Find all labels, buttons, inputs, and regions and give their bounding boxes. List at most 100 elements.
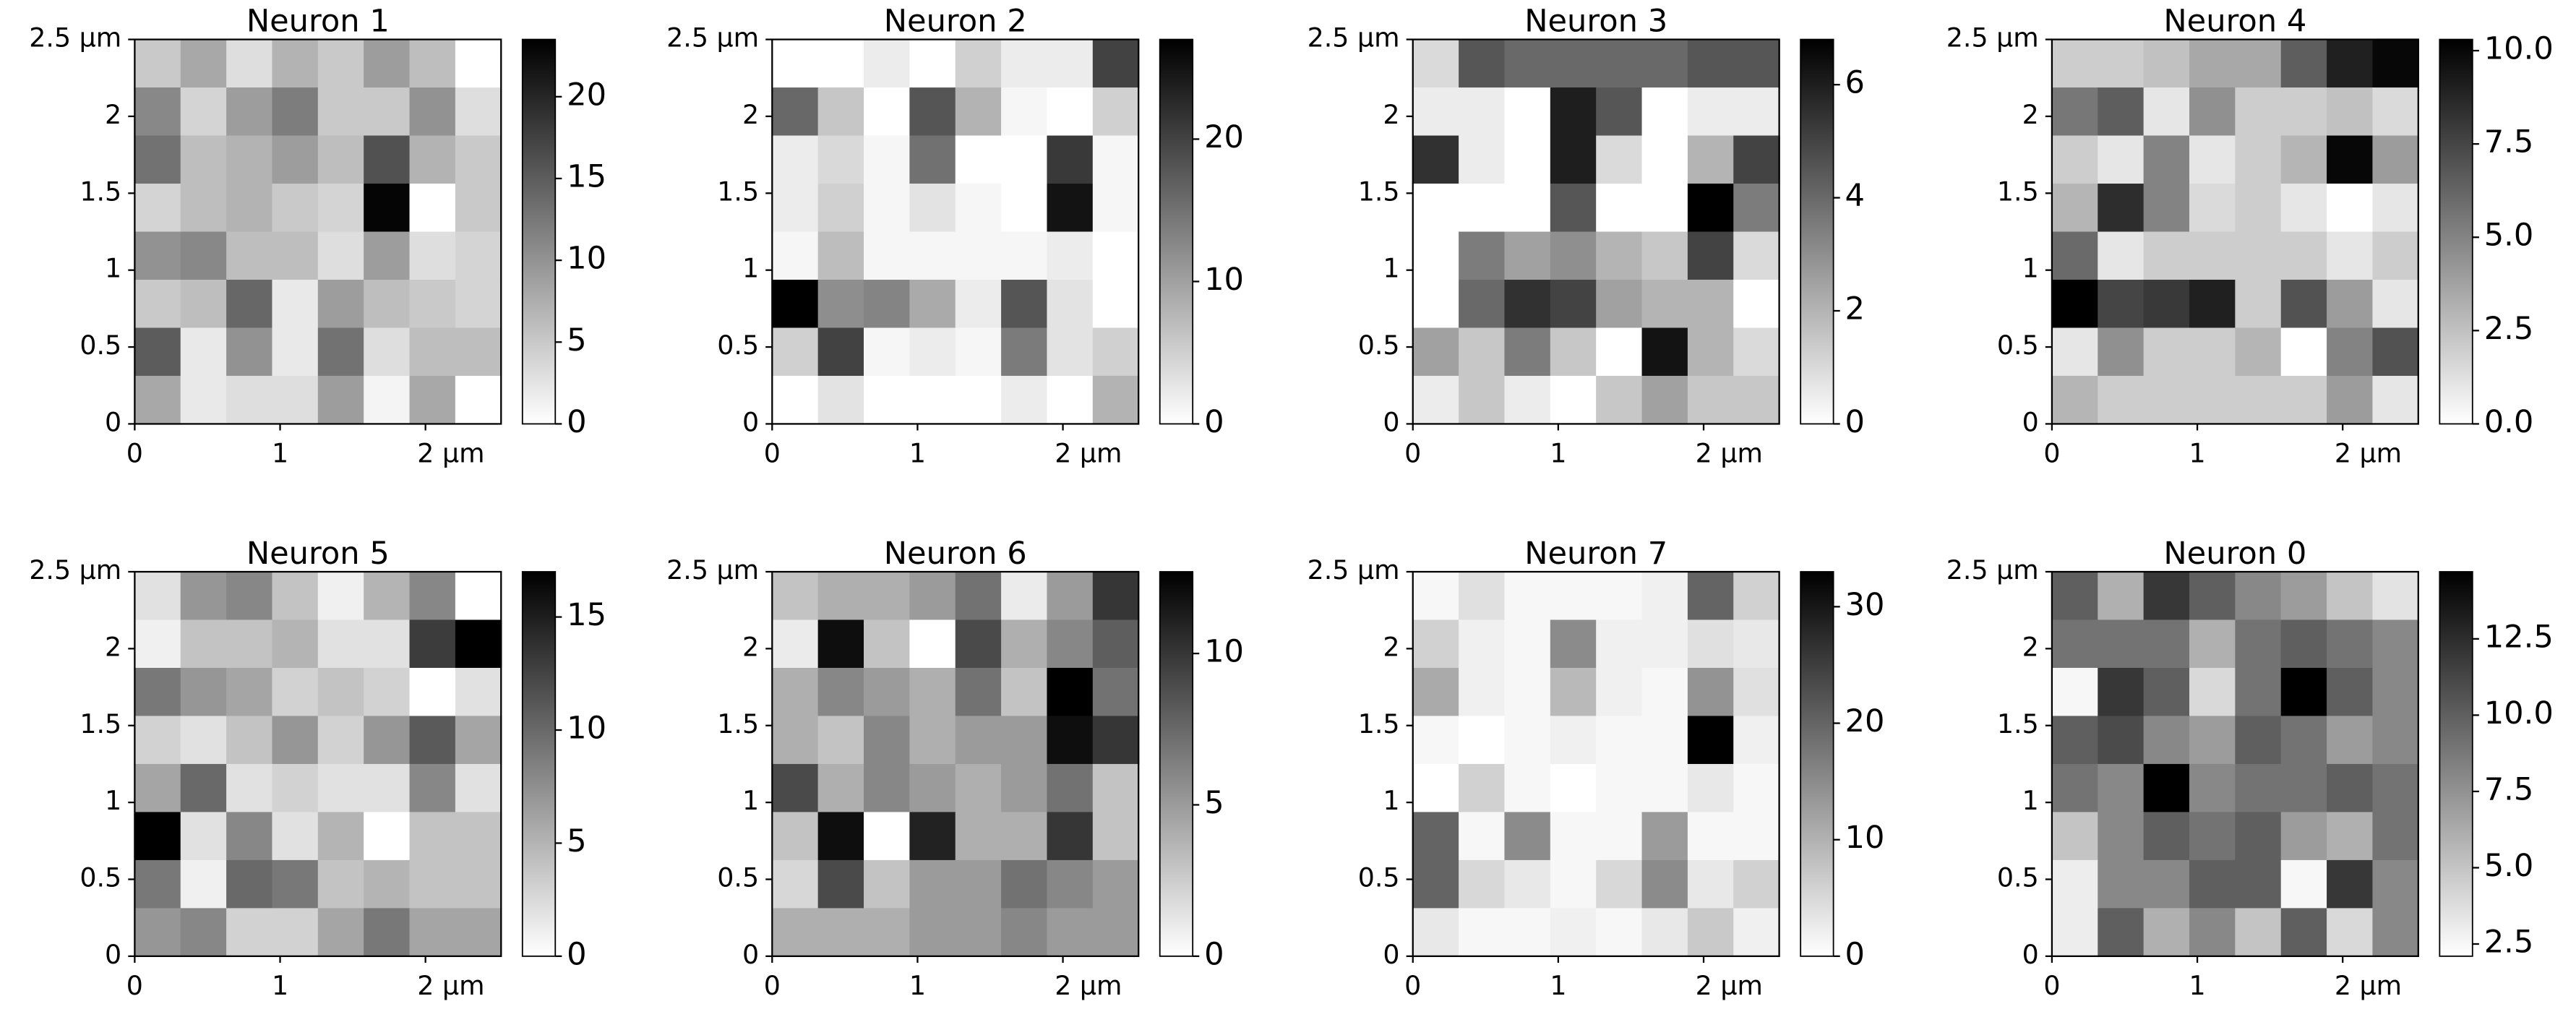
heatmap-cell [1596, 375, 1643, 425]
colorbar-tick-label: 15 [567, 158, 606, 194]
heatmap-cell [317, 327, 365, 377]
y-tick-label: 1.5 [1358, 176, 1400, 207]
colorbar [1800, 571, 1834, 957]
heatmap-cell [2235, 87, 2282, 137]
x-tick-label: 0 [1404, 970, 1421, 1001]
y-tick-label: 2.5 µm [29, 554, 121, 585]
heatmap-cell [2051, 135, 2099, 185]
heatmap-cell [1687, 716, 1735, 765]
y-tick-label: 2.5 µm [1946, 22, 2039, 53]
colorbar [2439, 571, 2473, 957]
colorbar-tick-label: 0 [567, 404, 586, 440]
heatmap-cell [2051, 184, 2099, 233]
heatmap-cell [1550, 375, 1597, 425]
heatmap-cell [364, 812, 411, 862]
colorbar-tick-label: 10 [1845, 820, 1885, 856]
heatmap-cell [1047, 135, 1094, 185]
heatmap-cell [2372, 375, 2419, 425]
heatmap-cell [864, 572, 911, 621]
heatmap-cell [1504, 327, 1551, 377]
heatmap-cell [1733, 619, 1780, 669]
heatmap-cell [772, 619, 819, 669]
heatmap-cell [955, 572, 1003, 621]
heatmap-cell [272, 716, 319, 765]
heatmap-cell [864, 135, 911, 185]
heatmap-cell [909, 812, 956, 862]
heatmap-cell [1092, 619, 1140, 669]
heatmap-cell [226, 135, 273, 185]
x-tick-label: 2 µm [2335, 970, 2402, 1001]
y-tick-label: 2 [2022, 631, 2039, 662]
heatmap-cell [1596, 572, 1643, 621]
heatmap-cell [409, 908, 457, 958]
x-tick-label: 1 [272, 438, 288, 469]
heatmap-cell [2327, 619, 2374, 669]
heatmap-cell [272, 763, 319, 813]
heatmap-cell [134, 908, 181, 958]
chart-title: Neuron 3 [1524, 3, 1667, 39]
heatmap-cell [1596, 39, 1643, 89]
heatmap-cell [1047, 859, 1094, 909]
heatmap-cell [2051, 716, 2099, 765]
heatmap-cell [1412, 327, 1460, 377]
heatmap-cell [134, 716, 181, 765]
heatmap-cell [1641, 87, 1689, 137]
heatmap-cell [2280, 812, 2328, 862]
heatmap-cell [180, 859, 228, 909]
heatmap-cell [817, 231, 865, 281]
heatmap-cell [2372, 908, 2419, 958]
heatmap-cell [1092, 375, 1140, 425]
heatmap-cell [817, 87, 865, 137]
heatmap-cell [2372, 619, 2419, 669]
heatmap-cell [1001, 327, 1048, 377]
x-tick-label: 0 [764, 438, 781, 469]
heatmap-cell [1092, 859, 1140, 909]
y-tick-label: 1 [742, 785, 759, 816]
heatmap-cell [864, 619, 911, 669]
heatmap-cell [955, 184, 1003, 233]
heatmap-cell [1687, 327, 1735, 377]
colorbar-tick-label: 0 [1845, 404, 1865, 440]
y-tick-label: 0.5 [1358, 862, 1400, 893]
heatmap-cell [180, 812, 228, 862]
heatmap-cell [1687, 667, 1735, 717]
heatmap-cell [317, 87, 365, 137]
colorbar-tick-label: 5 [567, 823, 586, 859]
x-tick-label: 1 [909, 438, 926, 469]
heatmap-cell [364, 572, 411, 621]
heatmap-cell [1733, 135, 1780, 185]
heatmap-cell [2327, 327, 2374, 377]
x-tick-label: 2 µm [1696, 970, 1763, 1001]
heatmap-cell [1596, 327, 1643, 377]
heatmap-cell [864, 667, 911, 717]
heatmap-cell [1596, 135, 1643, 185]
heatmap-cell [455, 87, 502, 137]
heatmap-cell [1047, 812, 1094, 862]
heatmap-cell [1596, 859, 1643, 909]
y-tick-label: 1.5 [1358, 708, 1400, 739]
x-tick-label: 2 µm [2335, 438, 2402, 469]
heatmap-cell [1733, 667, 1780, 717]
heatmap-cell [1412, 184, 1460, 233]
heatmap-cell [317, 667, 365, 717]
heatmap-cell [2098, 908, 2144, 958]
heatmap-cell [1001, 231, 1048, 281]
heatmap-cell [1412, 812, 1460, 862]
heatmap-cell [2372, 572, 2419, 621]
heatmap-cell [1412, 908, 1460, 958]
heatmap-cell [864, 716, 911, 765]
heatmap-cell [2143, 908, 2191, 958]
heatmap-cell [2372, 716, 2419, 765]
heatmap-cell [2280, 619, 2328, 669]
heatmap-cell [364, 716, 411, 765]
heatmap-cell [2372, 327, 2419, 377]
heatmap-cell [2143, 763, 2191, 813]
chart-title: Neuron 2 [884, 3, 1027, 39]
heatmap-cell [817, 619, 865, 669]
heatmap-cell [1459, 231, 1506, 281]
heatmap-cell [1047, 39, 1094, 89]
heatmap-cell [1412, 39, 1460, 89]
axes-frame [771, 38, 1140, 425]
chart-title: Neuron 4 [2163, 3, 2306, 39]
heatmap-cell [2051, 763, 2099, 813]
